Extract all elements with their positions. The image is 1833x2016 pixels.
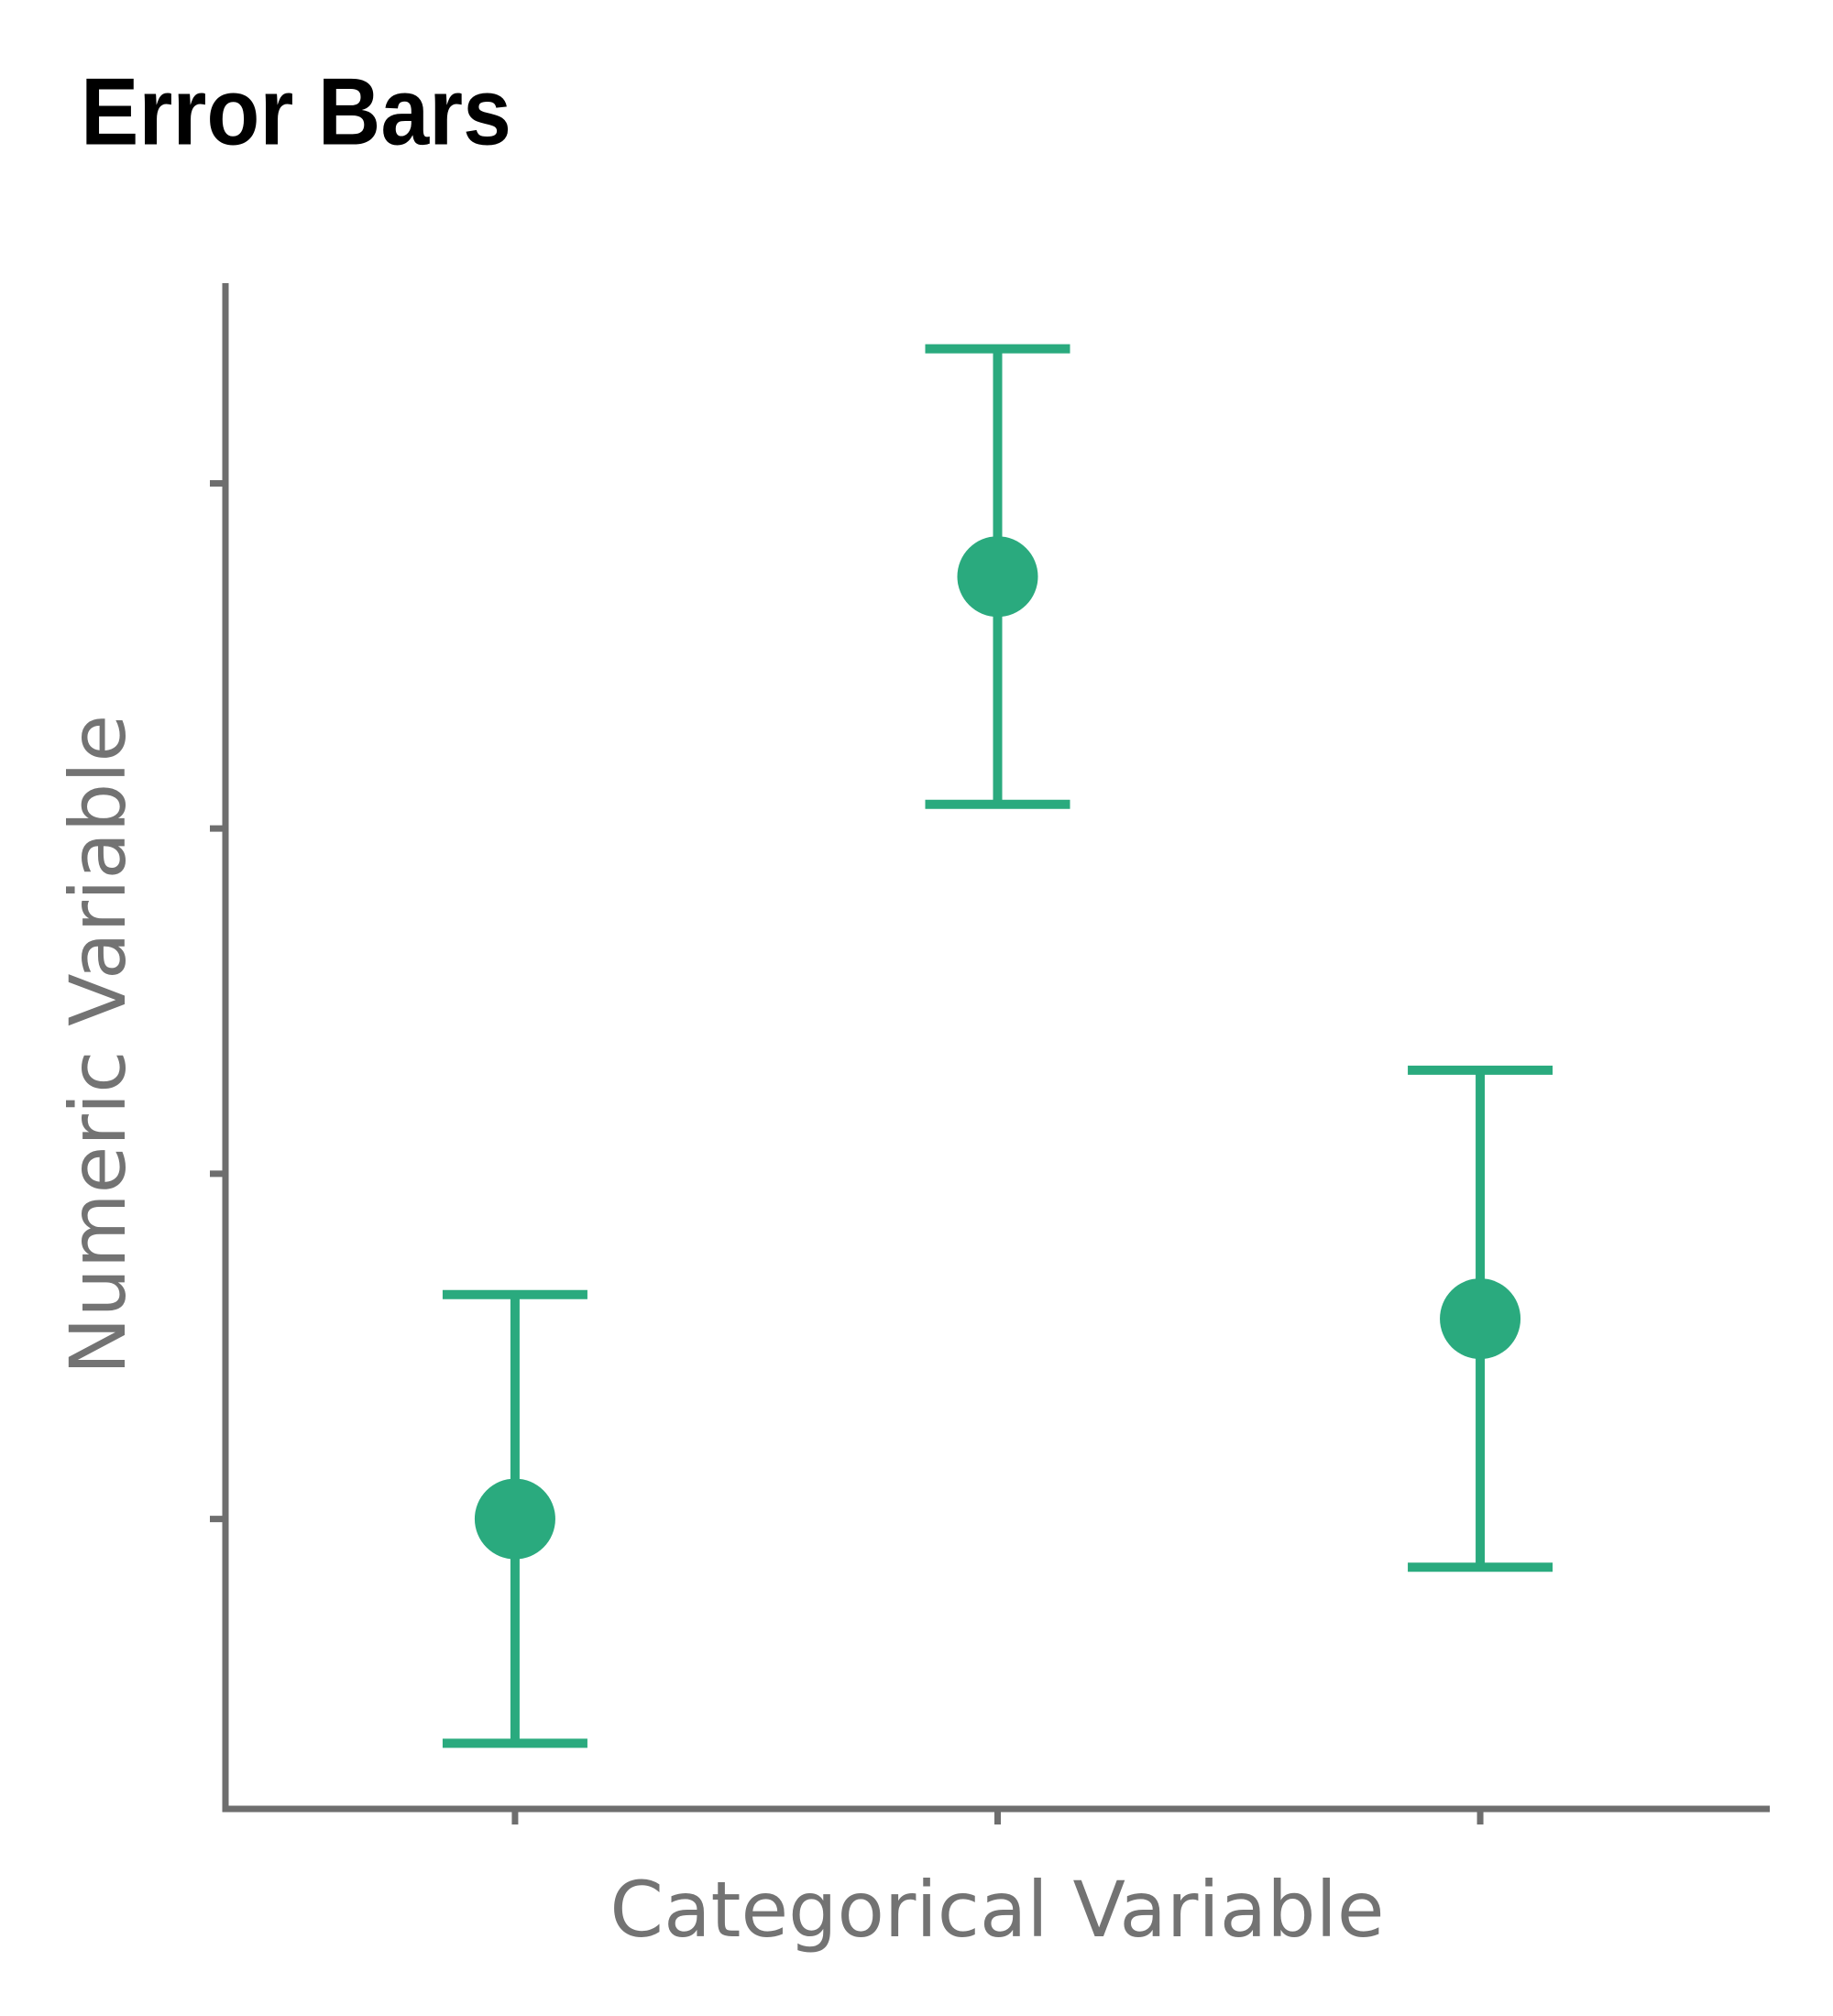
point (1440, 1278, 1521, 1360)
y-axis-label: Numeric Variable (53, 715, 143, 1375)
x-axis-label: Categorical Variable (609, 1865, 1384, 1955)
chart-title: Error Bars (81, 59, 511, 165)
point (957, 536, 1038, 618)
point (474, 1478, 555, 1560)
